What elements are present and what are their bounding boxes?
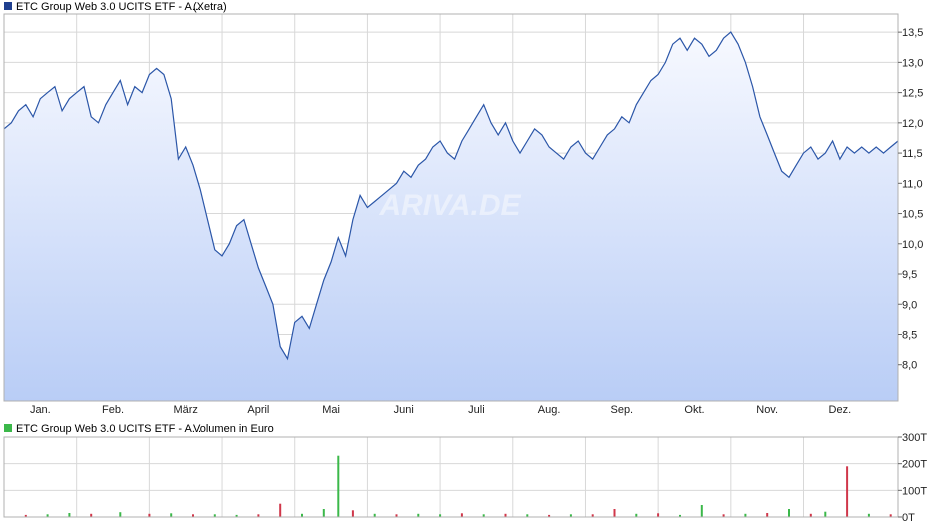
volume-bar <box>68 513 71 517</box>
volume-bar <box>213 514 216 517</box>
volume-plot-frame <box>3 436 899 518</box>
volume-bar <box>635 513 638 517</box>
volume-bar <box>417 513 420 517</box>
volume-chart: ETC Group Web 3.0 UCITS ETF - A... Volum… <box>3 423 927 524</box>
volume-bar <box>809 513 812 517</box>
price-area-fill <box>4 32 898 401</box>
volume-y-tick-label: 300T <box>902 432 927 444</box>
price-y-tick-label: 12,0 <box>902 118 923 130</box>
volume-bar <box>439 514 442 517</box>
volume-bar <box>722 514 725 517</box>
volume-bar <box>257 514 260 517</box>
volume-gridlines <box>4 436 898 518</box>
price-x-tick-label: Juni <box>394 404 414 416</box>
price-y-tick-label: 11,0 <box>902 178 923 190</box>
volume-bar <box>766 513 769 517</box>
volume-y-axis: 0T 100T 200T 300T <box>898 432 927 524</box>
price-x-tick-label: Jan. <box>30 404 51 416</box>
volume-bar <box>235 514 238 517</box>
volume-y-tick-label: 100T <box>902 485 927 497</box>
volume-bar <box>591 514 594 517</box>
price-chart: ETC Group Web 3.0 UCITS ETF - A... (Xetr… <box>3 1 923 416</box>
volume-bar <box>846 466 849 517</box>
price-x-tick-label: Feb. <box>102 404 124 416</box>
volume-bar <box>700 505 703 517</box>
volume-bar <box>90 513 93 517</box>
volume-legend-suffix: Volumen in Euro <box>193 423 274 435</box>
volume-bar <box>337 455 340 517</box>
price-y-tick-label: 12,5 <box>902 88 923 100</box>
volume-bar <box>613 509 616 517</box>
price-y-tick-label: 9,5 <box>902 269 917 281</box>
price-y-tick-label: 8,5 <box>902 329 917 341</box>
price-y-tick-label: 13,5 <box>902 27 923 39</box>
volume-bar <box>460 513 463 517</box>
price-x-tick-label: Aug. <box>538 404 561 416</box>
price-y-tick-label: 10,5 <box>902 209 923 221</box>
volume-bar <box>526 514 529 517</box>
volume-bar <box>569 514 572 517</box>
watermark: ARIVA.DE <box>378 189 521 222</box>
price-series-line <box>3 31 899 361</box>
volume-bar <box>351 510 354 517</box>
price-x-tick-label: Juli <box>468 404 485 416</box>
price-legend-text: ETC Group Web 3.0 UCITS ETF - A... <box>16 1 201 13</box>
volume-bar <box>279 503 282 517</box>
volume-bar <box>148 513 151 517</box>
volume-bar <box>46 514 49 517</box>
volume-bar <box>824 511 827 517</box>
price-plot-frame <box>3 13 899 402</box>
price-x-axis: Jan. Feb. März April Mai Juni Juli Aug. Sep. Okt.… <box>30 404 851 416</box>
volume-plot-background <box>4 437 898 517</box>
volume-bar <box>482 514 485 517</box>
volume-bar <box>170 513 173 517</box>
volume-legend-swatch <box>4 424 12 432</box>
volume-bar <box>322 509 325 517</box>
volume-bar <box>119 512 122 517</box>
price-x-tick-label: Sep. <box>610 404 633 416</box>
volume-bar <box>679 514 681 517</box>
price-legend-suffix: (Xetra) <box>193 1 227 13</box>
volume-bar <box>192 514 194 517</box>
volume-bar <box>395 514 398 517</box>
volume-bar <box>301 513 303 517</box>
price-x-tick-label: März <box>173 404 197 416</box>
price-y-tick-label: 11,5 <box>902 148 923 160</box>
volume-legend-text: ETC Group Web 3.0 UCITS ETF - A... <box>16 423 201 435</box>
price-y-axis: 8,0 8,5 9,0 9,5 10,0 10,5 11,0 11,5 12,0 12,5 13,0… <box>898 27 923 372</box>
volume-bar <box>548 514 551 517</box>
volume-bar <box>889 514 892 517</box>
price-x-tick-label: Mai <box>322 404 340 416</box>
price-y-tick-label: 8,0 <box>902 360 917 372</box>
volume-bar <box>657 513 660 517</box>
price-x-tick-label: Dez. <box>829 404 852 416</box>
price-x-tick-label: Okt. <box>684 404 704 416</box>
volume-bar <box>24 514 27 517</box>
volume-y-tick-label: 200T <box>902 459 927 471</box>
volume-bar <box>788 509 790 517</box>
volume-bar <box>373 513 376 517</box>
volume-bar <box>744 513 747 517</box>
volume-bar <box>504 513 507 517</box>
volume-y-tick-label: 0T <box>902 512 915 524</box>
price-y-tick-label: 9,0 <box>902 299 917 311</box>
price-legend-swatch <box>4 2 12 10</box>
volume-bars <box>24 455 892 517</box>
price-y-tick-label: 10,0 <box>902 239 923 251</box>
price-x-tick-label: Nov. <box>756 404 778 416</box>
price-x-tick-label: April <box>247 404 269 416</box>
price-y-tick-label: 13,0 <box>902 57 923 69</box>
volume-bar <box>867 513 870 517</box>
